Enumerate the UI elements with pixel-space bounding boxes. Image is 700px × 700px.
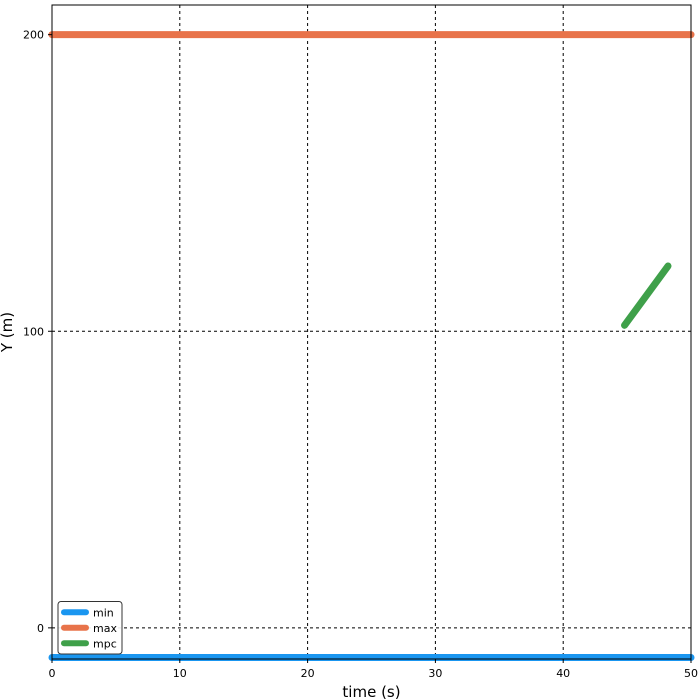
x-axis-ticks: 0 10 20 30 40 50 [49, 659, 698, 680]
x-tick-label: 10 [173, 667, 187, 680]
legend: min max mpc [57, 601, 123, 655]
y-axis-label: Y (m) [0, 312, 16, 353]
x-tick-label: 50 [684, 667, 698, 680]
y-tick-label: 200 [23, 29, 44, 42]
y-axis-ticks: 0 100 200 [23, 29, 52, 635]
x-tick-label: 40 [556, 667, 570, 680]
y-tick-label: 100 [23, 325, 44, 338]
legend-label-mpc: mpc [93, 637, 117, 650]
x-tick-label: 30 [428, 667, 442, 680]
legend-label-max: max [93, 622, 117, 635]
legend-label-min: min [93, 606, 114, 619]
x-tick-label: 0 [49, 667, 56, 680]
plot-frame [51, 4, 692, 660]
series-layer [48, 31, 695, 662]
x-axis-label: time (s) [342, 683, 400, 700]
y-tick-label: 0 [37, 622, 44, 635]
series-line-mpc [621, 262, 672, 329]
x-tick-label: 20 [301, 667, 315, 680]
